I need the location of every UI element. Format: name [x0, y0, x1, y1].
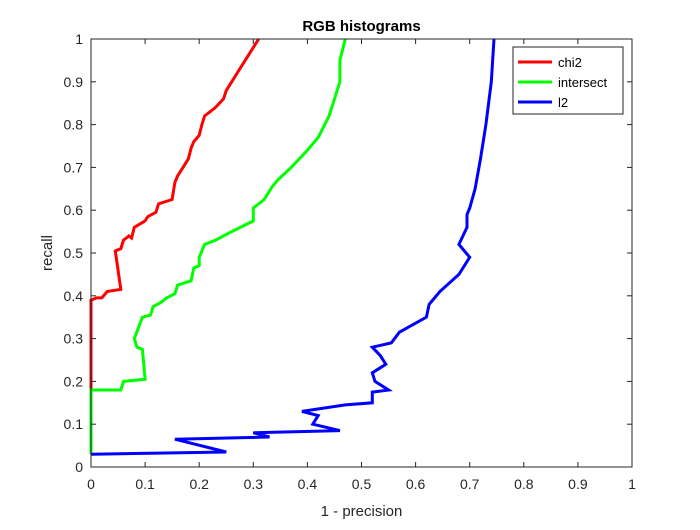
y-tick-label: 0 — [75, 459, 83, 475]
y-tick-label: 0.7 — [64, 159, 84, 175]
y-tick-label: 0.5 — [64, 245, 84, 261]
series-line-chi2 — [89, 38, 260, 455]
y-tick-label: 1 — [75, 31, 83, 47]
x-tick-label: 0.6 — [406, 476, 426, 492]
x-tick-label: 0.3 — [244, 476, 264, 492]
x-tick-label: 0.5 — [352, 476, 372, 492]
series-line-l2 — [90, 38, 496, 456]
legend-label-chi2: chi2 — [558, 55, 582, 70]
x-tick-label: 0.7 — [460, 476, 480, 492]
y-tick-label: 0.8 — [64, 117, 84, 133]
x-axis-label: 1 - precision — [321, 503, 403, 520]
legend: chi2 intersect l2 — [512, 46, 624, 115]
x-tick-label: 0.8 — [514, 476, 534, 492]
y-tick-label: 0.9 — [64, 74, 84, 90]
series-line-intersect — [89, 38, 347, 455]
legend-label-intersect: intersect — [558, 75, 608, 90]
y-axis-ticks: 0 0.1 0.2 0.3 0.4 0.5 0.6 0.7 0.8 0.9 1 — [64, 31, 632, 475]
x-tick-label: 1 — [628, 476, 636, 492]
x-tick-label: 0.4 — [298, 476, 318, 492]
y-tick-label: 0.3 — [64, 331, 84, 347]
x-tick-label: 0.9 — [568, 476, 588, 492]
legend-label-l2: l2 — [558, 95, 568, 110]
y-tick-label: 0.2 — [64, 373, 84, 389]
y-tick-label: 0.1 — [64, 416, 84, 432]
x-tick-label: 0 — [87, 476, 95, 492]
y-tick-label: 0.6 — [64, 202, 84, 218]
x-axis-ticks: 0 0.1 0.2 0.3 0.4 0.5 0.6 0.7 0.8 0.9 1 — [87, 39, 636, 492]
chart-title: RGB histograms — [302, 18, 420, 35]
y-tick-label: 0.4 — [64, 288, 84, 304]
x-tick-label: 0.2 — [189, 476, 209, 492]
y-axis-label: recall — [39, 235, 56, 271]
series-layer — [89, 38, 496, 456]
x-tick-label: 0.1 — [135, 476, 155, 492]
